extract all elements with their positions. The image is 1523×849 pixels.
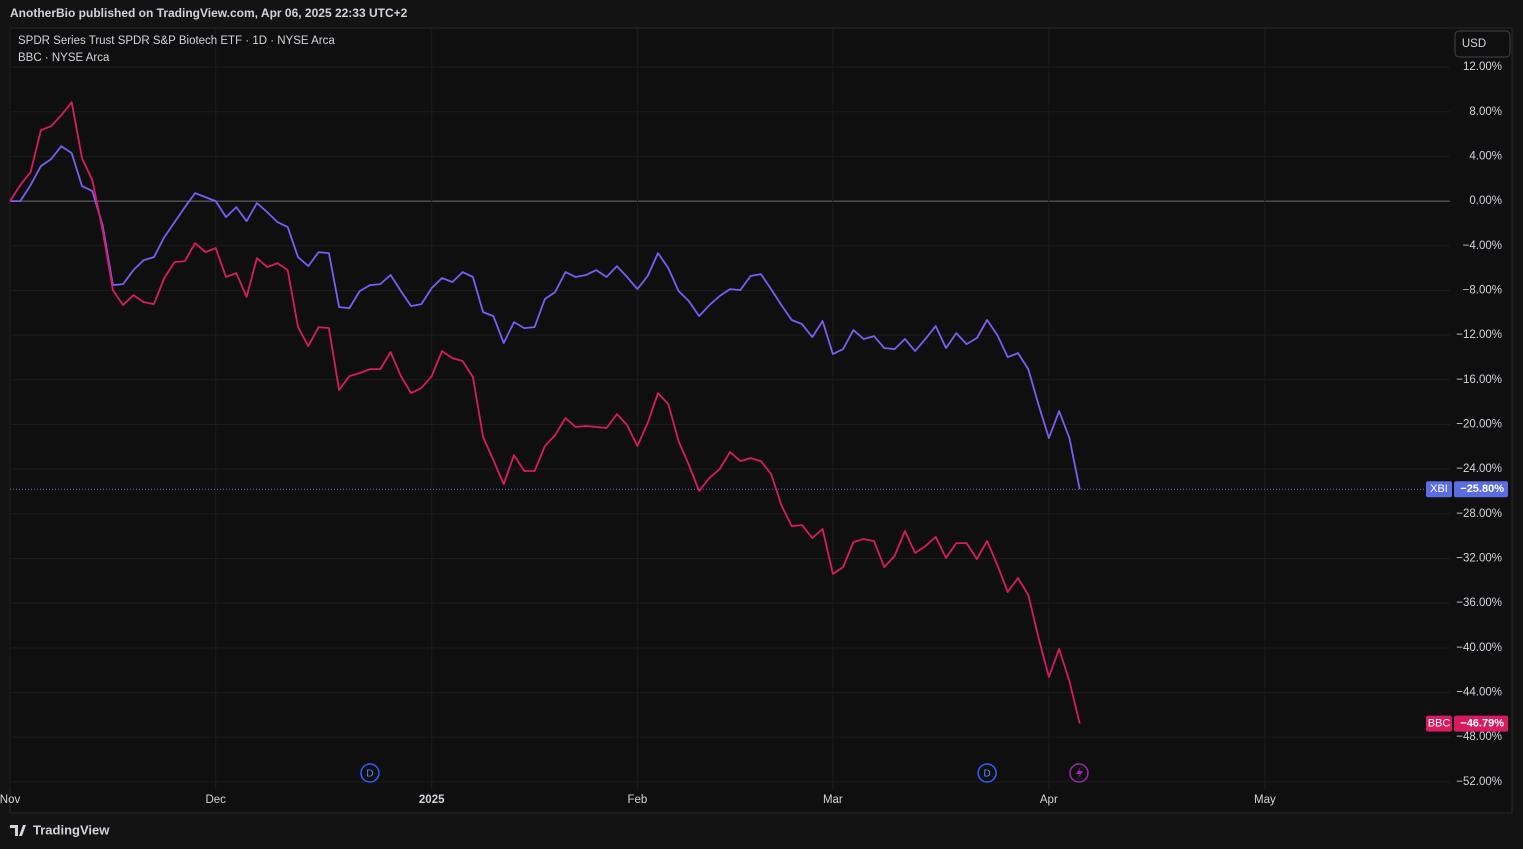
y-tick-label: −16.00%	[1456, 374, 1502, 386]
last-value-label: −25.80%	[1460, 483, 1504, 495]
y-tick-label: −24.00%	[1456, 463, 1502, 475]
y-tick-label: −48.00%	[1456, 731, 1502, 743]
y-tick-label: 12.00%	[1463, 61, 1502, 73]
y-tick-label: 0.00%	[1469, 195, 1502, 207]
y-tick-label: −40.00%	[1456, 642, 1502, 654]
legend-entry: BBC · NYSE Arca	[18, 52, 110, 64]
header: AnotherBio published on TradingView.com,…	[10, 6, 408, 20]
currency[interactable]: USD	[1462, 38, 1486, 50]
event-label: D	[366, 769, 373, 780]
last-value-tag	[1454, 715, 1508, 732]
y-tick-label: −32.00%	[1456, 553, 1502, 565]
logo: TradingView	[10, 822, 110, 837]
y-tick-label: −36.00%	[1456, 597, 1502, 609]
y-tick-label: −12.00%	[1456, 329, 1502, 341]
x-tick-label: Nov	[0, 794, 20, 806]
y-tick-label: −28.00%	[1456, 508, 1502, 520]
x-tick-label: Apr	[1040, 794, 1058, 806]
series-tag-name: BBC	[1428, 718, 1451, 730]
x-tick-label: May	[1254, 794, 1276, 806]
x-tick-label: 2025	[419, 794, 445, 806]
earnings-icon[interactable]	[1069, 763, 1089, 783]
series-tag	[1426, 481, 1452, 498]
lightning	[1076, 766, 1083, 780]
series-tag-name: XBI	[1430, 483, 1448, 495]
pane	[9, 27, 1513, 814]
x-tick-label: Dec	[205, 794, 226, 806]
series-tag	[1426, 715, 1452, 732]
plot	[9, 101, 1450, 724]
y-tick-label: 4.00%	[1469, 150, 1502, 162]
series-line	[10, 145, 1081, 490]
logo-mark	[10, 825, 26, 836]
y-tick-label: −20.00%	[1456, 418, 1502, 430]
currency-button[interactable]	[1454, 30, 1511, 58]
y-tick-label: −44.00%	[1456, 687, 1502, 699]
y-tick-label: −8.00%	[1463, 284, 1502, 296]
y-tick-label: −4.00%	[1463, 240, 1502, 252]
x-tick-label: Feb	[628, 794, 648, 806]
series-line	[9, 101, 1081, 724]
grid	[9, 28, 1450, 790]
legend-entry: SPDR Series Trust SPDR S&P Biotech ETF ·…	[18, 35, 335, 47]
y-tick-label: 8.00%	[1469, 106, 1502, 118]
event-label: D	[984, 769, 991, 780]
last-value-label: −46.79%	[1460, 718, 1504, 730]
event-marker	[360, 763, 380, 783]
footer: TradingView	[33, 822, 110, 837]
last-value-tag	[1454, 481, 1508, 498]
x-tick-label: Mar	[823, 794, 843, 806]
event-marker	[977, 763, 997, 783]
y-tick-label: −52.00%	[1456, 776, 1502, 788]
